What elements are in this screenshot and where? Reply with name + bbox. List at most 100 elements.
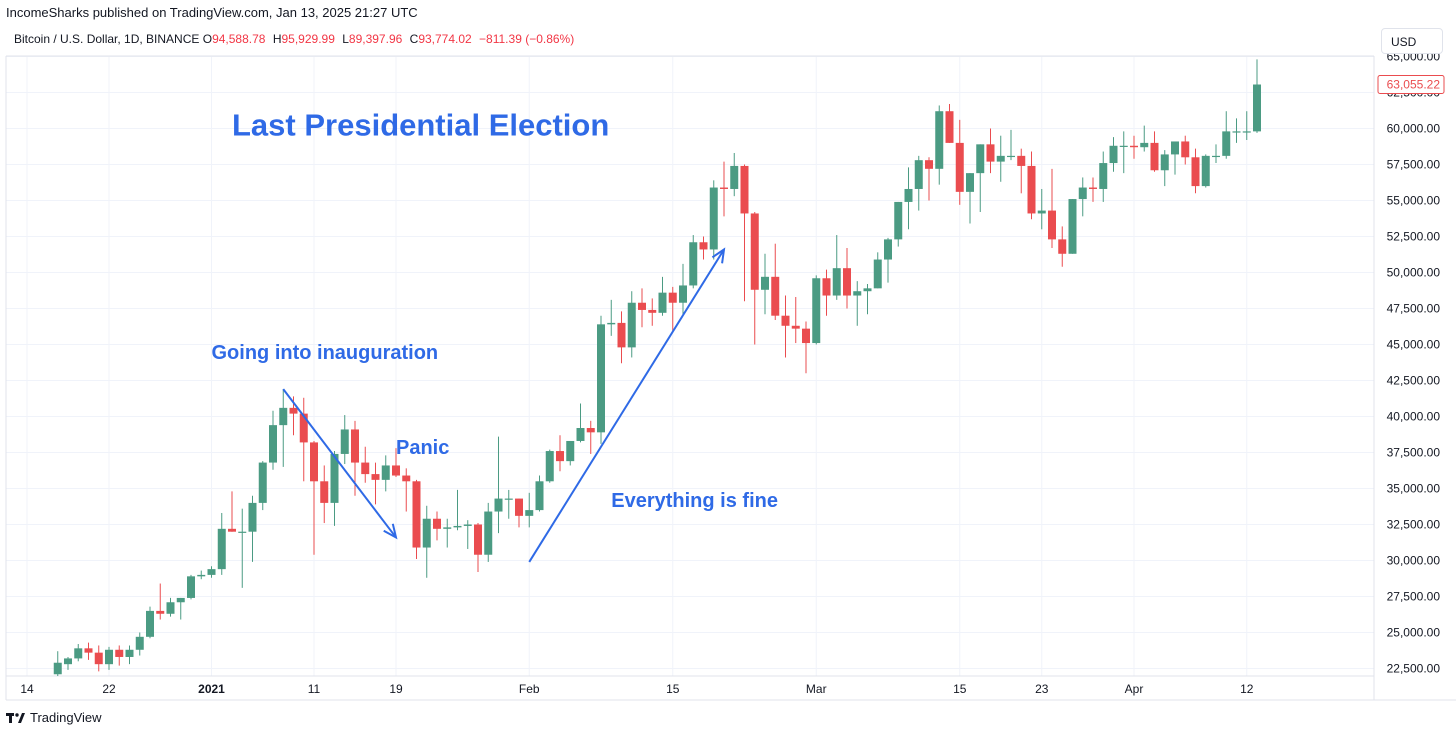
x-axis: 14 22 2021 11 19 Feb 15 Mar 15 23 Apr 12 bbox=[20, 682, 1253, 696]
candle-body bbox=[64, 658, 72, 665]
open-value: 94,588.78 bbox=[212, 32, 266, 46]
y-tick-label: 52,500.00 bbox=[1387, 229, 1441, 243]
candle bbox=[658, 276, 667, 316]
candle-body bbox=[1099, 163, 1108, 189]
candle-body bbox=[709, 187, 718, 250]
candle bbox=[720, 161, 728, 217]
candle-body bbox=[1212, 155, 1220, 158]
candle bbox=[1007, 129, 1015, 161]
candle-body bbox=[1201, 155, 1210, 187]
candle bbox=[84, 642, 93, 660]
candle bbox=[781, 295, 790, 358]
candle bbox=[597, 315, 605, 444]
candle-body bbox=[484, 511, 493, 555]
close-label: C bbox=[409, 32, 419, 46]
candle bbox=[966, 173, 974, 224]
candle-body bbox=[996, 155, 1005, 162]
high-value: 95,929.99 bbox=[281, 32, 335, 46]
candle bbox=[925, 157, 933, 201]
candle bbox=[494, 436, 503, 534]
candle bbox=[1222, 111, 1231, 159]
candle bbox=[64, 656, 72, 670]
y-tick-label: 22,500.00 bbox=[1387, 661, 1441, 675]
trend-arrow bbox=[282, 388, 398, 540]
candle-body bbox=[217, 528, 226, 570]
candle-body bbox=[1160, 154, 1169, 171]
candle-body bbox=[935, 111, 944, 169]
y-tick-label: 60,000.00 bbox=[1387, 121, 1441, 135]
candle-body bbox=[853, 291, 862, 296]
candle bbox=[730, 152, 739, 197]
candle bbox=[330, 451, 339, 526]
candle-body bbox=[1089, 187, 1097, 189]
candle-body bbox=[515, 498, 523, 516]
candle-body bbox=[125, 649, 134, 657]
candle-body bbox=[453, 525, 462, 528]
candle bbox=[802, 321, 810, 374]
candle bbox=[1068, 199, 1077, 254]
candle-body bbox=[638, 302, 646, 310]
annotation-label: Everything is fine bbox=[611, 490, 778, 512]
trend-arrow-head bbox=[383, 523, 398, 540]
annotation-label: Going into inauguration bbox=[212, 342, 439, 364]
candle-body bbox=[1130, 145, 1138, 148]
candle-body bbox=[433, 518, 441, 529]
candle bbox=[402, 468, 411, 512]
candle-body bbox=[761, 276, 769, 290]
candle-body bbox=[658, 292, 667, 313]
candle-body bbox=[371, 474, 380, 480]
currency-button[interactable]: USD bbox=[1381, 28, 1443, 54]
candle bbox=[1058, 226, 1067, 267]
candle bbox=[1017, 148, 1026, 194]
candle-body bbox=[361, 462, 370, 475]
candle bbox=[1171, 141, 1179, 175]
candle-body bbox=[258, 462, 267, 503]
y-tick-label: 30,000.00 bbox=[1387, 553, 1441, 567]
candle bbox=[125, 645, 134, 665]
candle-body bbox=[556, 451, 564, 462]
candle bbox=[299, 397, 308, 482]
candle bbox=[894, 201, 903, 247]
candle-body bbox=[781, 315, 790, 326]
candle-body bbox=[1232, 131, 1241, 133]
candle-body bbox=[535, 481, 544, 511]
candle-body bbox=[279, 407, 288, 426]
candle bbox=[433, 511, 441, 541]
candle bbox=[74, 644, 83, 662]
candle bbox=[1242, 111, 1251, 141]
x-tick-label: 22 bbox=[102, 682, 116, 696]
candle bbox=[320, 465, 329, 524]
candle bbox=[535, 475, 544, 512]
candle-body bbox=[966, 173, 974, 192]
candle bbox=[699, 236, 708, 260]
candle bbox=[607, 299, 616, 336]
trend-arrow bbox=[528, 247, 726, 563]
candle bbox=[217, 512, 226, 575]
candle bbox=[986, 128, 995, 174]
candle bbox=[1201, 154, 1210, 188]
candle-body bbox=[197, 574, 206, 577]
candle bbox=[1037, 188, 1046, 230]
x-tick-label: 15 bbox=[953, 682, 967, 696]
candle-body bbox=[863, 288, 872, 292]
tradingview-logo[interactable]: TradingView bbox=[6, 710, 102, 725]
candle bbox=[463, 520, 472, 549]
candle-body bbox=[156, 610, 165, 614]
candle bbox=[843, 248, 851, 309]
candle-body bbox=[422, 518, 431, 548]
candle-body bbox=[330, 453, 339, 503]
candle bbox=[709, 180, 718, 260]
candle-body bbox=[986, 144, 995, 162]
change-value: −811.39 (−0.86%) bbox=[479, 32, 575, 46]
candle-body bbox=[494, 498, 503, 512]
candle bbox=[166, 597, 175, 617]
candle-body bbox=[1171, 141, 1179, 155]
candle-body bbox=[1048, 210, 1056, 240]
symbol-name[interactable]: Bitcoin / U.S. Dollar, 1D, BINANCE bbox=[14, 32, 200, 46]
candle bbox=[269, 410, 277, 470]
candle bbox=[176, 597, 185, 620]
candle-body bbox=[463, 524, 472, 526]
candle-body bbox=[679, 285, 687, 303]
candle bbox=[914, 155, 923, 211]
